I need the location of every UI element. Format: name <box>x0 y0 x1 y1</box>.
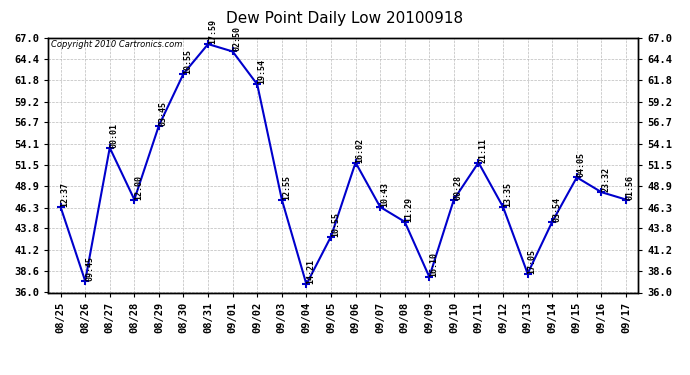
Text: 02:50: 02:50 <box>233 27 241 51</box>
Text: 23:32: 23:32 <box>602 167 611 192</box>
Text: 03:54: 03:54 <box>552 197 561 222</box>
Text: 00:01: 00:01 <box>110 123 119 148</box>
Text: 04:05: 04:05 <box>577 152 586 177</box>
Text: Copyright 2010 Cartronics.com: Copyright 2010 Cartronics.com <box>51 40 183 49</box>
Text: 09:45: 09:45 <box>85 256 94 281</box>
Text: 01:56: 01:56 <box>626 174 635 200</box>
Text: 19:54: 19:54 <box>257 59 266 84</box>
Text: 14:21: 14:21 <box>306 259 315 284</box>
Text: 21:11: 21:11 <box>478 138 487 162</box>
Text: 10:55: 10:55 <box>184 49 193 74</box>
Text: 12:37: 12:37 <box>61 182 70 207</box>
Text: 00:28: 00:28 <box>454 174 463 200</box>
Text: 11:29: 11:29 <box>405 197 414 222</box>
Text: 16:10: 16:10 <box>429 252 438 277</box>
Text: Dew Point Daily Low 20100918: Dew Point Daily Low 20100918 <box>226 11 464 26</box>
Text: 10:55: 10:55 <box>331 211 340 237</box>
Text: 13:35: 13:35 <box>503 182 512 207</box>
Text: 10:43: 10:43 <box>380 182 389 207</box>
Text: 16:02: 16:02 <box>355 138 364 162</box>
Text: 12:55: 12:55 <box>282 174 290 200</box>
Text: 17:59: 17:59 <box>208 19 217 44</box>
Text: 17:05: 17:05 <box>528 249 537 274</box>
Text: 12:00: 12:00 <box>135 174 144 200</box>
Text: 03:45: 03:45 <box>159 100 168 126</box>
